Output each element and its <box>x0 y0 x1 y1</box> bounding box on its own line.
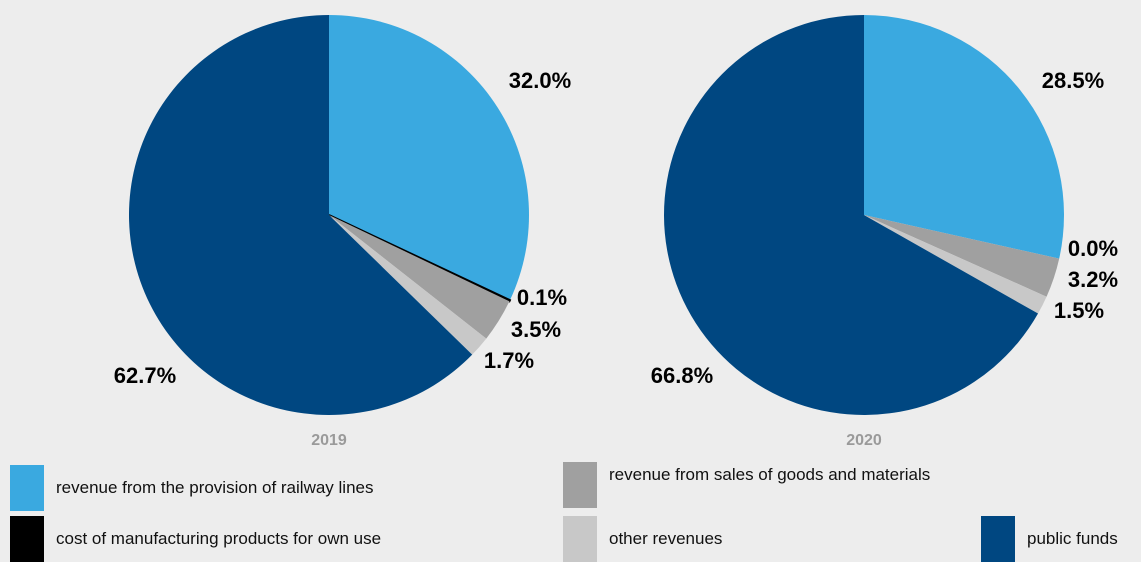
pie-slice-manufacturing-2019 <box>328 214 512 303</box>
pie-slice-railway-2020 <box>864 15 1064 259</box>
pie-chart-2019: 32.0% 0.1% 3.5% 1.7% 62.7% <box>114 15 571 415</box>
slice-label-manufacturing-2020: 0.0% <box>1068 236 1118 261</box>
slice-label-railway-2020: 28.5% <box>1042 68 1104 93</box>
legend-item-railway: revenue from the provision of railway li… <box>10 465 373 511</box>
legend-swatch-public <box>981 516 1015 562</box>
legend-item-goods: revenue from sales of goods and material… <box>563 462 930 508</box>
slice-label-goods-2020: 3.2% <box>1068 267 1118 292</box>
legend-label-other: other revenues <box>609 529 723 548</box>
legend-swatch-manufacturing <box>10 516 44 562</box>
slice-label-other-2019: 1.7% <box>484 348 534 373</box>
legend-item-manufacturing: cost of manufacturing products for own u… <box>10 516 381 562</box>
legend-label-public: public funds <box>1027 529 1118 548</box>
slice-label-railway-2019: 32.0% <box>509 68 571 93</box>
slice-label-other-2020: 1.5% <box>1054 298 1104 323</box>
legend-label-railway: revenue from the provision of railway li… <box>56 478 374 497</box>
pie-slice-other-2019 <box>329 215 487 355</box>
legend-swatch-goods <box>563 462 597 508</box>
pie-slice-railway-2019 <box>329 15 529 301</box>
slice-label-manufacturing-2019: 0.1% <box>517 285 567 310</box>
pie-slice-goods-2020 <box>864 215 1060 297</box>
legend-label-goods: revenue from sales of goods and material… <box>609 465 931 484</box>
pie-slice-public-2019 <box>128 15 473 415</box>
pie-slice-other-2020 <box>864 215 1047 314</box>
slice-label-public-2020: 66.8% <box>651 363 713 388</box>
slice-label-public-2019: 62.7% <box>114 363 176 388</box>
legend-swatch-railway <box>10 465 44 511</box>
legend-item-public: public funds <box>981 516 1118 562</box>
legend-item-other: other revenues <box>563 516 722 562</box>
pie-chart-2020: 28.5% 0.0% 3.2% 1.5% 66.8% <box>651 15 1118 415</box>
slice-label-goods-2019: 3.5% <box>511 317 561 342</box>
year-label-2020: 2020 <box>846 432 882 449</box>
year-label-2019: 2019 <box>311 432 347 449</box>
pie-slice-public-2020 <box>663 15 1039 415</box>
legend-swatch-other <box>563 516 597 562</box>
pie-slice-goods-2019 <box>329 215 510 339</box>
legend-label-manufacturing: cost of manufacturing products for own u… <box>56 529 382 548</box>
